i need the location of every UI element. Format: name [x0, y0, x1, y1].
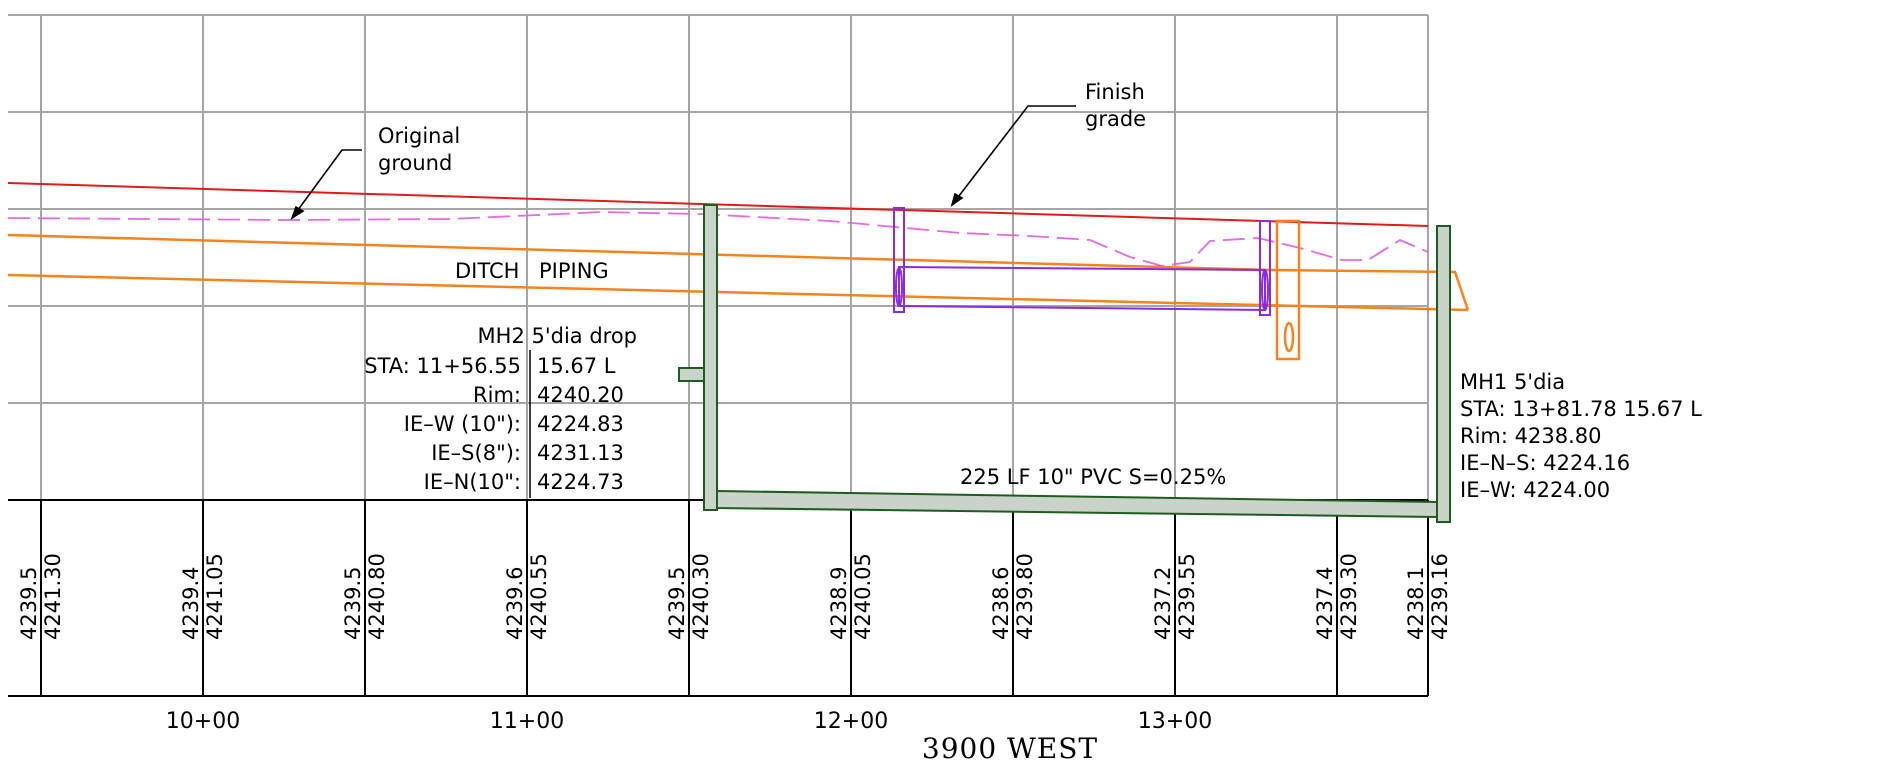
station-label: 10+00 — [166, 709, 240, 734]
elevation-existing: 4237.2 — [1151, 567, 1175, 640]
mh2-row-value: 4224.83 — [537, 412, 624, 436]
ditch — [7, 233, 1470, 312]
mh2-row-value: 4224.73 — [537, 470, 624, 494]
elevation-existing: 4239.4 — [179, 567, 203, 640]
elevation-existing: 4239.6 — [503, 567, 527, 640]
elevation-finish: 4239.16 — [1428, 553, 1452, 640]
existing-piping — [893, 207, 1271, 316]
mh1-line: IE–N–S: 4224.16 — [1460, 451, 1630, 475]
mh2-row-key: STA: 11+56.55 — [364, 354, 521, 378]
mh2-row-value: 4240.20 — [537, 383, 624, 407]
elevation-finish: 4239.30 — [1337, 553, 1361, 640]
mh1-line: MH1 5'dia — [1460, 370, 1565, 394]
mh2-callout: MH2 5'dia drop STA: 11+56.55 15.67 L Rim… — [364, 324, 637, 498]
elevation-existing: 4239.5 — [17, 567, 41, 640]
pipe-right-riser — [1259, 220, 1271, 316]
mh1-line: Rim: 4238.80 — [1460, 424, 1601, 448]
mh2-row-value: 4231.13 — [537, 441, 624, 465]
elevation-finish: 4241.30 — [41, 553, 65, 640]
mh1-line: IE–W: 4224.00 — [1460, 478, 1610, 502]
mh2-stub — [678, 367, 705, 382]
station-label: 12+00 — [814, 709, 888, 734]
elevation-existing: 4237.4 — [1313, 567, 1337, 640]
inlet-structure — [1275, 219, 1301, 361]
street-name: 3900 WEST — [922, 732, 1098, 762]
elevation-existing: 4239.5 — [341, 567, 365, 640]
elevation-existing: 4238.9 — [827, 567, 851, 640]
pipe-right-end — [1261, 269, 1269, 311]
original-ground-line — [7, 211, 1429, 267]
pipe-run-label: 225 LF 10" PVC S=0.25% — [960, 465, 1226, 489]
elevation-existing: 4239.5 — [665, 567, 689, 640]
ditch-end — [1269, 268, 1470, 311]
elevation-labels: 4239.5 4241.30 4239.4 4241.05 4239.5 424… — [17, 553, 1452, 640]
elevation-existing: 4238.6 — [989, 567, 1013, 640]
original-ground-label-2: ground — [378, 151, 452, 175]
ditch-bottom-line — [7, 273, 1469, 312]
mh2-title: MH2 5'dia drop — [478, 324, 637, 348]
mh2-shaft — [703, 204, 718, 511]
finish-grade-label-2: grade — [1085, 107, 1146, 131]
elevation-finish: 4240.55 — [527, 553, 551, 640]
mh2-row-key: Rim: — [473, 383, 521, 407]
elevation-finish: 4240.05 — [851, 553, 875, 640]
mh2-structure — [678, 204, 718, 511]
elevation-finish: 4239.55 — [1175, 553, 1199, 640]
pipe-left-end — [895, 267, 903, 307]
mh2-row-key: IE–N(10": — [424, 470, 521, 494]
elevation-finish: 4240.80 — [365, 553, 389, 640]
station-label: 13+00 — [1138, 709, 1212, 734]
mh2-row-key: IE–W (10"): — [404, 412, 521, 436]
station-labels: 10+00 11+00 12+00 13+00 — [166, 709, 1212, 734]
station-label: 11+00 — [490, 709, 564, 734]
ditch-label: DITCH — [455, 259, 519, 283]
mh2-row-value: 15.67 L — [537, 354, 616, 378]
ditch-top-line — [7, 233, 1271, 272]
elevation-finish: 4240.30 — [689, 553, 713, 640]
elevation-finish: 4239.80 — [1013, 553, 1037, 640]
mh1-line: STA: 13+81.78 15.67 L — [1460, 397, 1702, 421]
mh2-row-key: IE–S(8"): — [431, 441, 521, 465]
original-ground-label-1: Original — [378, 124, 460, 148]
original-ground-leader — [290, 149, 362, 220]
mh1-shaft — [1436, 225, 1451, 523]
elevation-existing: 4238.1 — [1404, 567, 1428, 640]
mh1-callout: MH1 5'dia STA: 13+81.78 15.67 L Rim: 423… — [1460, 370, 1702, 502]
pipe-left-riser — [893, 207, 905, 313]
finish-grade-leader — [950, 105, 1076, 207]
main-pipe — [716, 489, 1438, 519]
elevation-finish: 4241.05 — [203, 553, 227, 640]
piping-label: PIPING — [539, 259, 609, 283]
finish-grade-label-1: Finish — [1085, 80, 1145, 104]
